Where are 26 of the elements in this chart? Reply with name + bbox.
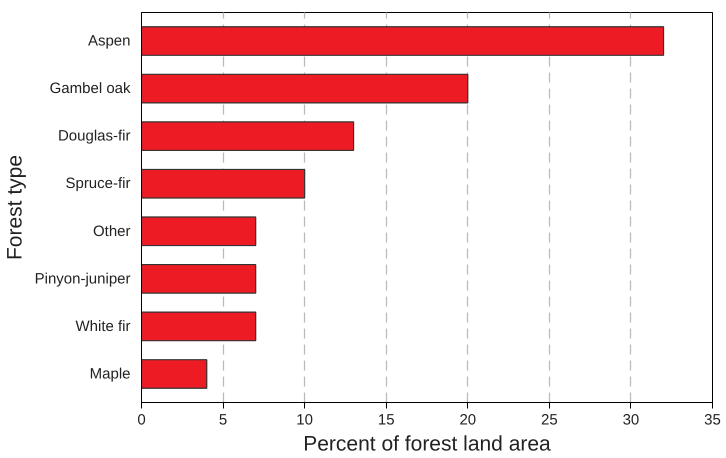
y-tick-label: Other (92, 222, 131, 240)
x-tick-label: 25 (541, 412, 558, 428)
y-tick-label: Maple (90, 365, 131, 382)
bar (142, 359, 208, 389)
x-tick-label: 20 (459, 412, 476, 428)
bar (142, 168, 306, 199)
bar (142, 26, 664, 56)
bar (142, 216, 256, 246)
x-tick-label: 5 (218, 412, 228, 428)
bar (142, 121, 354, 152)
x-tick-label: 30 (622, 412, 640, 428)
x-tick-label: 10 (296, 412, 313, 428)
x-tick-label: 15 (378, 412, 395, 428)
x-axis-title: Percent of forest land area (303, 432, 552, 456)
y-tick-label: Spruce-fir (65, 175, 131, 192)
bar (142, 312, 256, 342)
y-tick-label: White fir (75, 318, 131, 335)
y-tick-label: Douglas-fir (58, 128, 131, 145)
y-tick-label: Pinyon-juniper (34, 270, 131, 288)
x-tick-label: 0 (137, 412, 146, 428)
y-axis-title: Forest type (4, 154, 27, 260)
y-tick-label: Gambel oak (50, 80, 131, 98)
bar (142, 264, 256, 294)
x-tick-label: 35 (704, 412, 721, 428)
bar (142, 74, 468, 104)
y-tick-label: Aspen (88, 32, 131, 50)
